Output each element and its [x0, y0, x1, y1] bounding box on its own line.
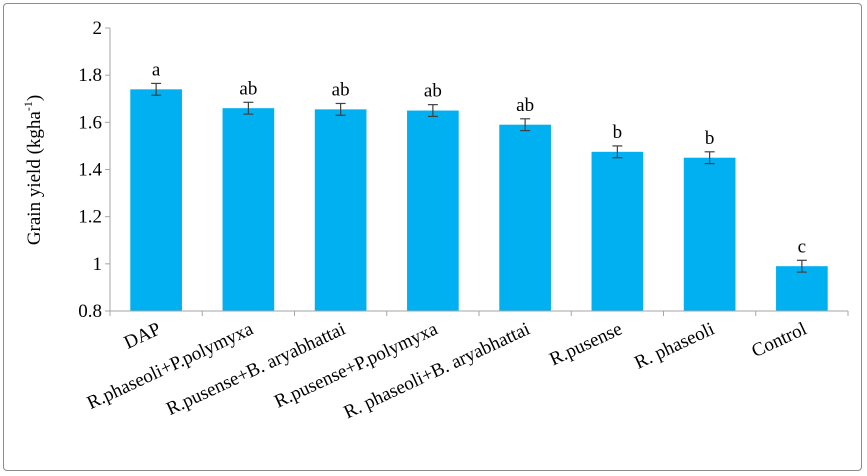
significance-letter: ab — [516, 95, 534, 116]
significance-letter: a — [152, 59, 161, 80]
y-axis-title: Grain yield (kgha-1) — [21, 95, 45, 245]
significance-letter: ab — [424, 81, 442, 102]
significance-letters: a ab ab ab ab b b c — [152, 59, 806, 257]
x-tick-label: R.pusense+B. aryabhattai — [163, 318, 348, 419]
bars — [130, 89, 828, 312]
y-tick-label: 2 — [93, 18, 103, 39]
bar — [591, 151, 644, 311]
x-tick-label: R. phaseoli — [631, 318, 717, 373]
y-tick-label: 1.6 — [78, 112, 102, 133]
y-tick-label: 1.8 — [78, 65, 102, 86]
y-axis-title-suffix: ) — [24, 95, 45, 101]
y-tick-label: 0.8 — [78, 301, 102, 322]
significance-letter: ab — [239, 78, 257, 99]
y-tick-label: 1 — [93, 254, 103, 275]
x-tick-label: R.pusense — [546, 318, 625, 370]
x-tick-label: DAP — [121, 318, 164, 353]
significance-letter: c — [798, 236, 806, 257]
bar — [776, 266, 828, 311]
bar — [499, 124, 551, 311]
bar — [314, 109, 367, 311]
bar — [407, 110, 459, 312]
y-axis-title-main: Grain yield (kgha — [24, 111, 45, 246]
x-tick-label: Control — [748, 318, 809, 362]
error-bars — [151, 82, 807, 273]
bar — [222, 108, 275, 311]
significance-letter: ab — [332, 79, 350, 100]
y-axis-title-superscript: -1 — [21, 101, 35, 111]
y-tick-label: 1.4 — [78, 160, 102, 181]
y-axis: 0.8 1 1.2 1.4 1.6 1.8 2 — [78, 18, 111, 322]
significance-letter: b — [705, 128, 715, 149]
bar — [683, 157, 736, 311]
y-tick-label: 1.2 — [78, 207, 102, 228]
significance-letter: b — [613, 122, 623, 143]
bar — [130, 89, 182, 311]
